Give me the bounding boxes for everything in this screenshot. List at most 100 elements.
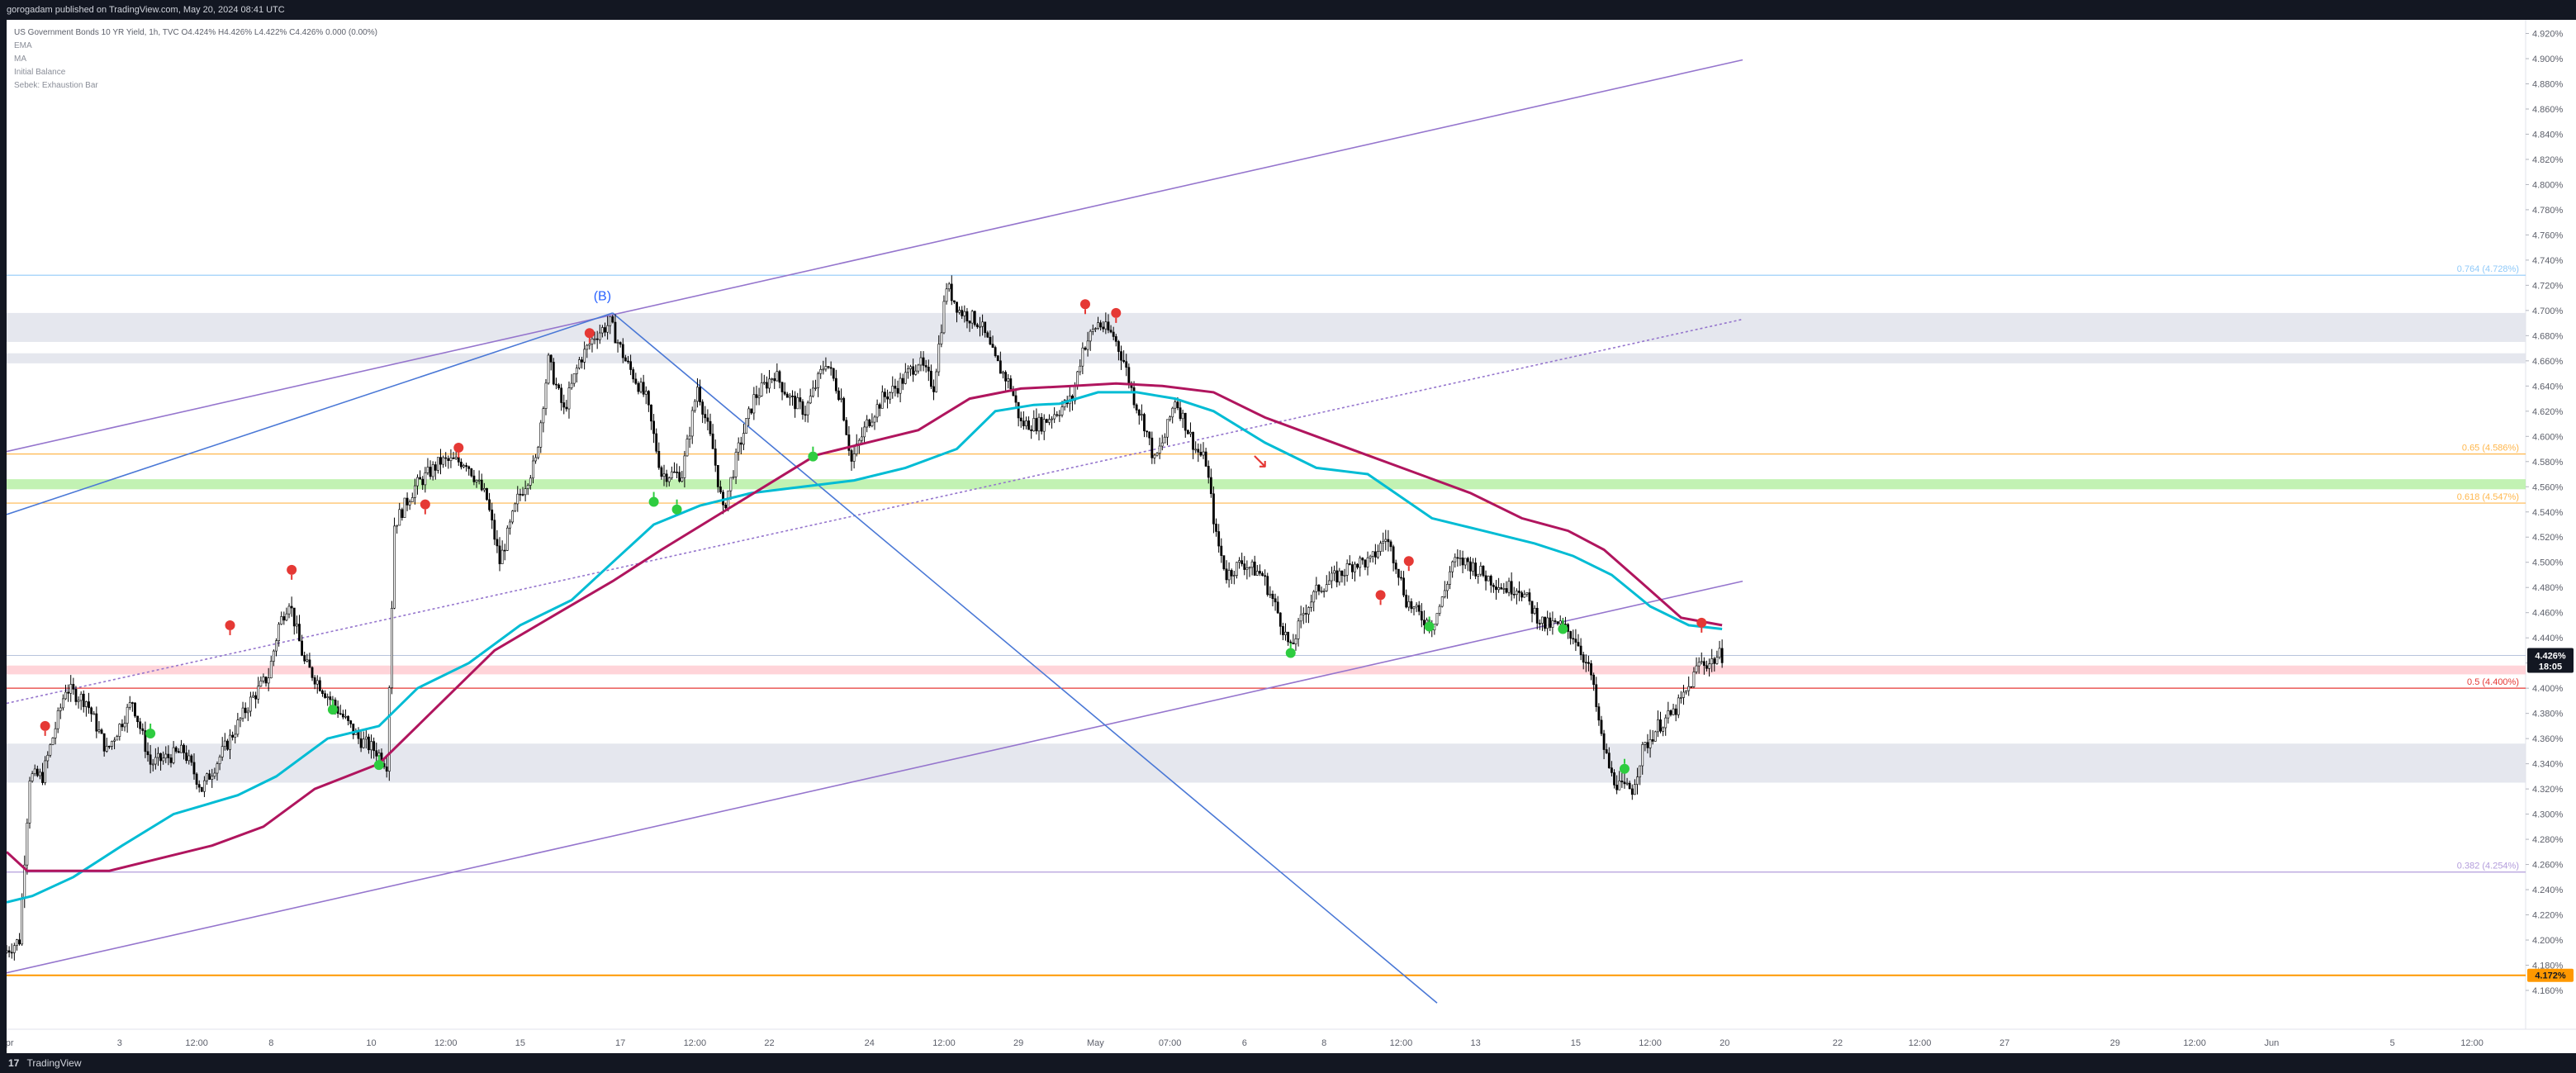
candle	[780, 382, 784, 401]
exhaustion-marker-green	[648, 496, 659, 507]
candle	[23, 855, 26, 909]
candle	[496, 529, 499, 553]
candle	[716, 465, 719, 493]
candle	[1402, 571, 1405, 598]
candle	[1582, 652, 1585, 670]
price-tick-label: 4.760%	[2532, 230, 2564, 240]
candle	[1600, 715, 1603, 737]
candle	[809, 388, 812, 405]
candle	[1515, 588, 1518, 605]
candle	[572, 373, 576, 387]
candle	[799, 388, 802, 410]
candle	[472, 469, 476, 486]
candle	[555, 377, 557, 390]
legend-indicator-exhaustion-bar[interactable]: Sebek: Exhaustion Bar	[14, 81, 98, 90]
candle	[632, 367, 635, 383]
candle	[7, 946, 11, 958]
last-price-value: 4.426%	[2535, 652, 2566, 662]
candle	[408, 499, 411, 510]
candle	[1243, 556, 1246, 576]
candle	[755, 385, 758, 406]
time-tick-label: 13	[1470, 1038, 1480, 1048]
candle	[986, 330, 989, 339]
candle	[326, 693, 330, 706]
candle	[488, 492, 491, 512]
candle	[249, 691, 252, 717]
candle	[1271, 590, 1274, 607]
candle	[660, 465, 663, 480]
candle	[368, 734, 370, 754]
price-tick-label: 4.800%	[2532, 180, 2564, 190]
legend-symbol[interactable]: US Government Bonds 10 YR Yield, 1h, TVC	[14, 28, 179, 37]
legend-indicator-initial-balance[interactable]: Initial Balance	[14, 68, 66, 77]
last-price-countdown: 18:05	[2539, 662, 2562, 672]
candle	[51, 737, 55, 746]
candle	[557, 382, 560, 391]
candle	[1574, 629, 1577, 652]
candle	[629, 354, 633, 376]
candle	[498, 537, 501, 572]
time-tick-label: Apr	[7, 1038, 14, 1048]
candle	[801, 399, 804, 420]
zone-1	[7, 353, 2526, 363]
price-chart[interactable]: 0.764 (4.728%) 0.65 (4.586%) 0.618 (4.547%…	[7, 20, 2576, 1053]
price-tick-label: 4.400%	[2532, 684, 2564, 694]
candle	[639, 377, 643, 394]
candle	[275, 638, 278, 657]
candle	[866, 415, 869, 433]
candle	[97, 720, 101, 734]
time-tick-label: 27	[2000, 1038, 2009, 1048]
candle	[1236, 562, 1238, 579]
candle	[1097, 316, 1099, 330]
series-ema	[7, 391, 1723, 904]
candle	[552, 358, 555, 386]
candle	[737, 437, 740, 461]
candle	[1461, 550, 1464, 574]
candle	[811, 380, 814, 398]
brand-name[interactable]: TradingView	[26, 1057, 82, 1069]
candle	[359, 730, 363, 753]
candle	[1338, 567, 1341, 586]
candle	[1371, 551, 1374, 563]
exhaustion-marker-red	[1111, 307, 1122, 318]
chart-area[interactable]: 0.764 (4.728%) 0.65 (4.586%) 0.618 (4.547%…	[7, 20, 2576, 1053]
candle	[467, 465, 471, 476]
candle	[370, 734, 372, 759]
candle	[1292, 634, 1295, 644]
candle	[1449, 566, 1451, 590]
candle	[1207, 460, 1210, 484]
exhaustion-marker-green	[671, 504, 682, 515]
price-tick-label: 4.340%	[2532, 760, 2564, 770]
candle	[424, 467, 427, 493]
fib-label-3: 0.5 (4.400%)	[2467, 677, 2519, 687]
candle	[241, 701, 244, 722]
candle	[1708, 658, 1710, 677]
candle	[1340, 570, 1344, 583]
candle	[318, 677, 321, 692]
candle	[505, 525, 509, 552]
tradingview-logo-icon[interactable]: 17	[8, 1057, 20, 1069]
candle	[1512, 586, 1516, 599]
candle	[339, 705, 342, 715]
candle	[945, 282, 948, 305]
candle	[1348, 555, 1351, 566]
candle	[1520, 591, 1523, 601]
candle	[1084, 346, 1087, 351]
candle	[1058, 410, 1061, 422]
candle	[817, 371, 819, 397]
candle	[1405, 589, 1408, 609]
candle	[278, 622, 281, 647]
candle	[734, 449, 738, 485]
fib-label-1: 0.65 (4.586%)	[2462, 444, 2519, 453]
candle	[1400, 570, 1402, 581]
time-tick-label: 12:00	[1390, 1038, 1413, 1048]
candle	[16, 938, 18, 951]
legend-indicator-ma[interactable]: MA	[14, 55, 26, 64]
candle	[1302, 607, 1305, 624]
legend-indicator-ema[interactable]: EMA	[14, 41, 32, 50]
candle	[1646, 734, 1649, 754]
candle	[1014, 388, 1018, 407]
candle	[1259, 564, 1261, 577]
candle	[857, 438, 861, 454]
candle	[1269, 586, 1272, 599]
